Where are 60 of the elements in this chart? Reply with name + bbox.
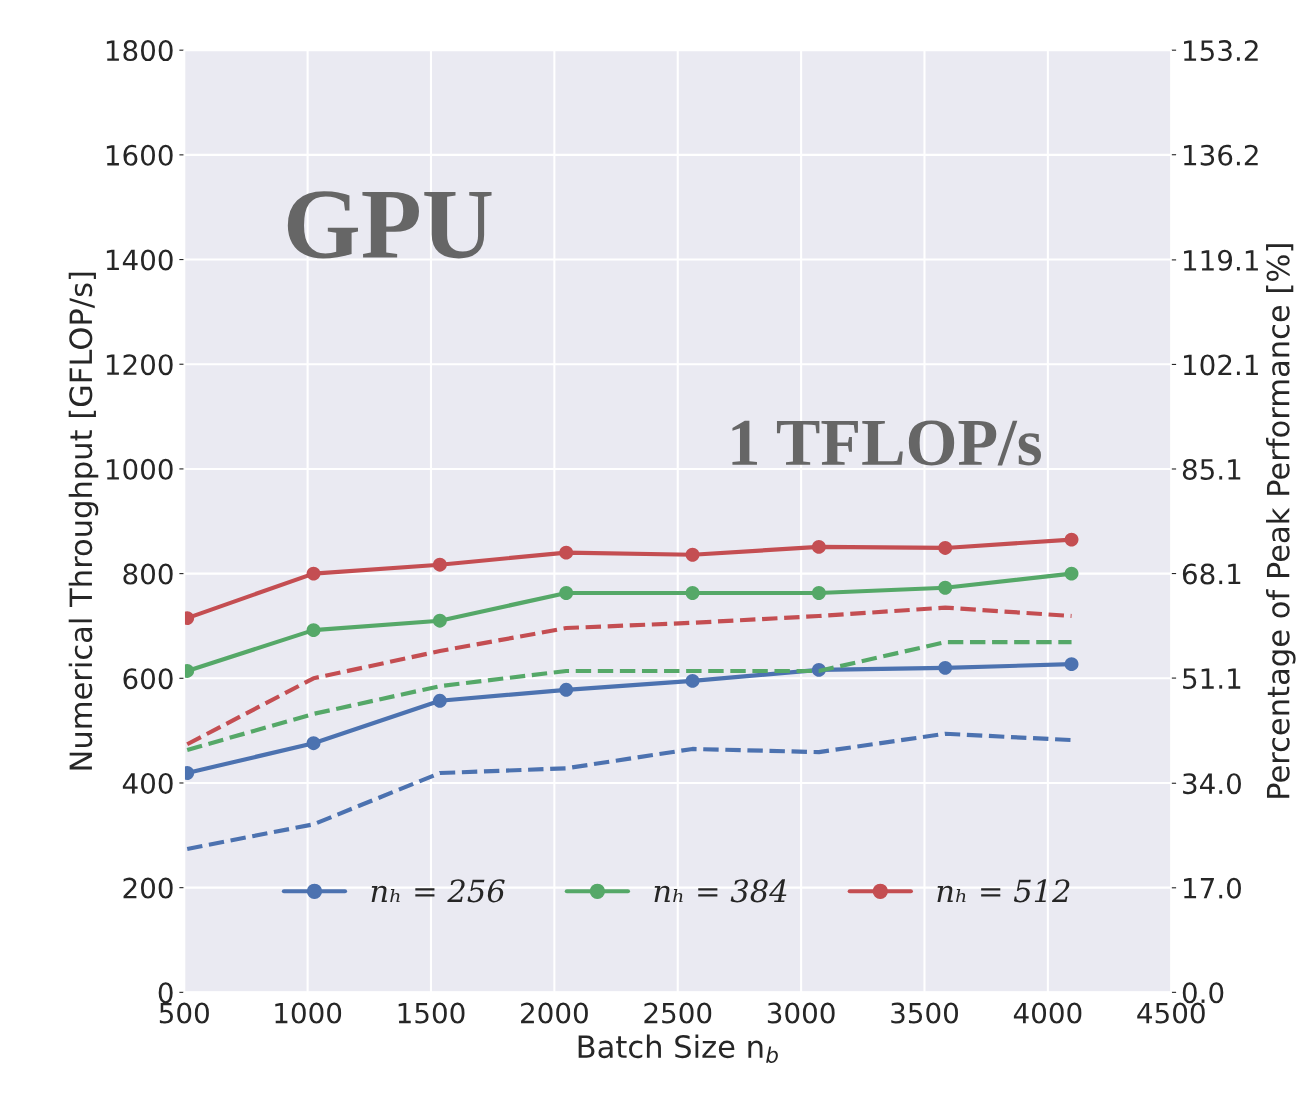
y2-tick-label: 17.0 [1184, 877, 1241, 899]
annotation: GPU [287, 191, 492, 259]
y-tick-label: 0 [158, 982, 173, 1004]
point [1064, 566, 1079, 581]
y2-tick-label: 119.1 [1184, 249, 1258, 271]
y2-tick-label: 68.1 [1182, 563, 1241, 585]
point [938, 580, 953, 595]
x-tick-label: 3500 [891, 1002, 958, 1024]
y-axis-title: Numerical Throughput [GFLOP/s] [68, 272, 99, 770]
point [938, 541, 953, 555]
y2-tick-label: 34.0 [1183, 773, 1241, 795]
point [938, 660, 953, 675]
y-tick-label: 1000 [106, 458, 173, 480]
point [685, 586, 700, 600]
point [432, 557, 447, 572]
y-tick-label: 200 [123, 877, 173, 899]
point [306, 623, 321, 638]
line-series [185, 731, 1074, 852]
point [559, 682, 574, 697]
y-tick-label: 1400 [106, 249, 173, 271]
line-series [185, 640, 1074, 753]
point [1064, 532, 1079, 547]
y-tick-label: 400 [122, 772, 173, 794]
point [1064, 657, 1079, 672]
y2-tick-label: 102.1 [1184, 354, 1258, 376]
point [685, 673, 700, 688]
x-tick-label: 500 [159, 1002, 209, 1024]
point [559, 586, 574, 600]
point [685, 547, 700, 562]
y-tick-label: 1800 [106, 40, 173, 62]
point [306, 736, 321, 751]
y-tick-label: 1600 [106, 144, 173, 166]
line-series [185, 605, 1074, 747]
point [432, 613, 447, 628]
point [306, 566, 321, 581]
x-tick-label: 2500 [644, 1002, 712, 1024]
x-tick-label: 2000 [521, 1002, 588, 1024]
annotation: 1 TFLOP/s [732, 420, 1041, 466]
x-tick-label: 1500 [398, 1002, 465, 1024]
y-tick-label: 600 [123, 668, 173, 690]
legend-label: nₕ = 256 [371, 879, 505, 903]
y2-tick-label: 0.0 [1182, 982, 1224, 1004]
y-tick-label: 800 [123, 563, 173, 585]
point [559, 545, 574, 560]
y2-axis-title: Percentage of Peak Performance [%] [1266, 244, 1296, 798]
legend-label: nₕ = 384 [654, 879, 787, 903]
point [811, 539, 826, 554]
x-axis-title: Batch Size n$_{b}$ [578, 1034, 778, 1064]
y2-tick-label: 136.2 [1184, 144, 1258, 166]
x-tick-label: 4000 [1013, 1002, 1082, 1024]
point [811, 586, 826, 600]
y-tick-label: 1200 [106, 354, 173, 376]
legend-label: nₕ = 512 [937, 879, 1070, 903]
x-tick-label: 3000 [767, 1002, 835, 1024]
x-tick-label: 1000 [275, 1002, 342, 1024]
y2-tick-label: 51.1 [1183, 668, 1241, 690]
y2-tick-label: 85.1 [1182, 458, 1241, 480]
x-tick-label: 4500 [1137, 1002, 1205, 1024]
point [432, 693, 447, 708]
y2-tick-label: 153.2 [1184, 40, 1258, 62]
